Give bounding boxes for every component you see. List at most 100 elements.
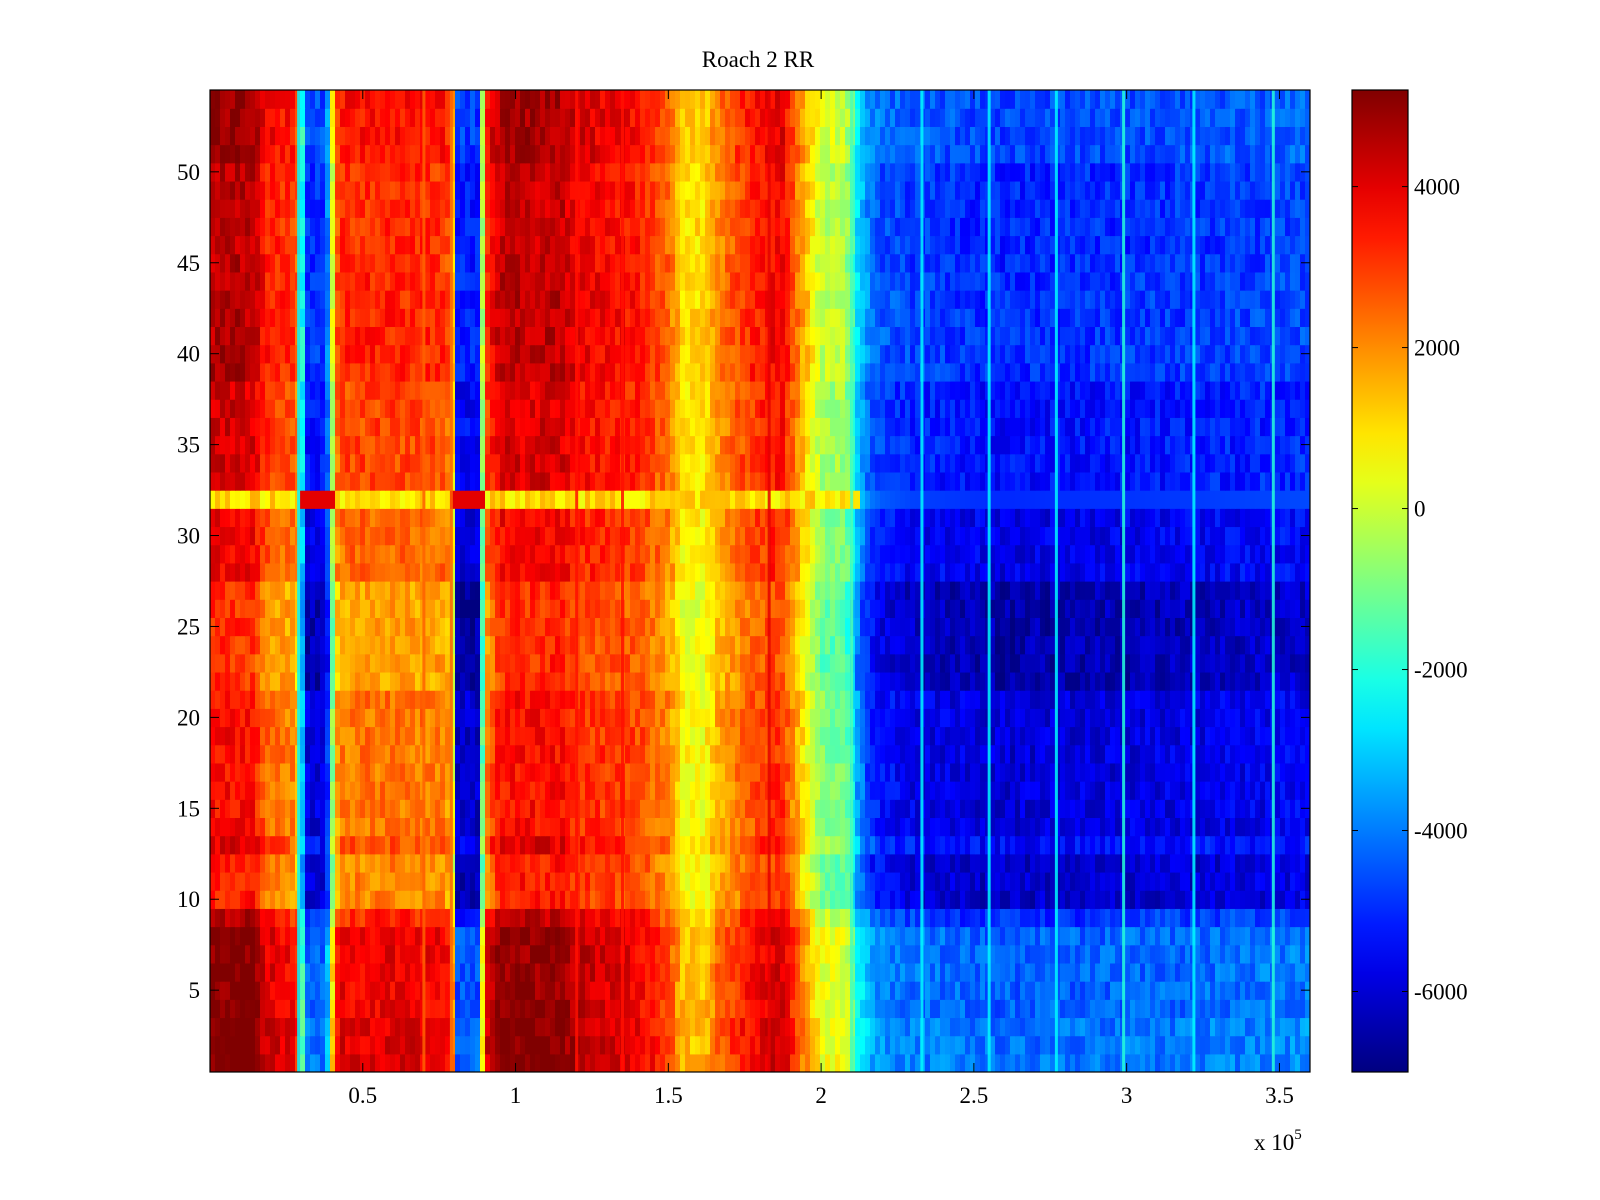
heatmap-cell [410, 799, 416, 819]
heatmap-cell [610, 962, 616, 982]
heatmap-cell [470, 1017, 476, 1037]
heatmap-cell [1240, 744, 1246, 764]
heatmap-cell [1170, 944, 1176, 964]
heatmap-cell [1180, 762, 1186, 782]
heatmap-cell [220, 962, 226, 982]
heatmap-cell [940, 871, 946, 891]
heatmap-cell [910, 908, 916, 928]
heatmap-cell [855, 871, 861, 891]
heatmap-cell [1050, 926, 1056, 946]
heatmap-cell [1145, 835, 1151, 855]
heatmap-cell [830, 744, 836, 764]
heatmap-cell [585, 817, 591, 837]
heatmap-cell [1180, 908, 1186, 928]
heatmap-cell [370, 926, 376, 946]
heatmap-cell [685, 908, 691, 928]
heatmap-cell [375, 762, 381, 782]
heatmap-cell [400, 908, 406, 928]
heatmap-cell [1280, 926, 1286, 946]
heatmap-cell [700, 926, 706, 946]
heatmap-cell [1185, 1017, 1191, 1037]
heatmap-cell [250, 853, 256, 873]
heatmap-cell [725, 708, 731, 728]
heatmap-cell [440, 981, 446, 1000]
heatmap-cell [685, 871, 691, 891]
heatmap-cell [690, 1053, 696, 1072]
heatmap-cell [700, 671, 706, 691]
heatmap-cell [785, 1035, 791, 1055]
heatmap-cell [1030, 781, 1036, 800]
heatmap-cell [865, 871, 871, 891]
heatmap-cell [625, 835, 631, 855]
heatmap-cell [325, 999, 331, 1019]
heatmap-cell [1170, 781, 1176, 800]
heatmap-cell [355, 1035, 361, 1055]
heatmap-cell [265, 690, 271, 709]
heatmap-cell [1170, 690, 1176, 709]
heatmap-cell [540, 1035, 546, 1055]
heatmap-cell [800, 999, 806, 1019]
heatmap-cell [1235, 999, 1241, 1019]
heatmap-cell [300, 671, 306, 691]
heatmap-cell [695, 890, 701, 909]
heatmap-cell [1250, 708, 1256, 728]
heatmap-cell [770, 799, 776, 819]
heatmap-cell [695, 762, 701, 782]
heatmap-cell [235, 944, 241, 964]
heatmap-cell [235, 671, 241, 691]
heatmap-cell [1115, 671, 1121, 691]
heatmap-cell [1000, 762, 1006, 782]
heatmap-cell [960, 690, 966, 709]
heatmap-cell [645, 744, 651, 764]
heatmap-cell [430, 1053, 436, 1072]
heatmap-cell [825, 908, 831, 928]
heatmap-cell [525, 835, 531, 855]
heatmap-cell [1050, 944, 1056, 964]
heatmap-cell [1095, 690, 1101, 709]
heatmap-cell [595, 926, 601, 946]
heatmap-cell [1065, 981, 1071, 1000]
heatmap-cell [660, 799, 666, 819]
heatmap-cell [895, 744, 901, 764]
heatmap-cell [1305, 726, 1310, 746]
heatmap-cell [245, 908, 251, 928]
heatmap-cell [335, 708, 341, 728]
heatmap-cell [895, 817, 901, 837]
heatmap-cell [900, 1053, 906, 1072]
heatmap-cell [300, 890, 306, 909]
heatmap-cell [700, 799, 706, 819]
heatmap-cell [470, 817, 476, 837]
heatmap-cell [1110, 853, 1116, 873]
heatmap-cell [790, 853, 796, 873]
heatmap-cell [1275, 744, 1281, 764]
heatmap-cell [1050, 853, 1056, 873]
heatmap-cell [405, 1017, 411, 1037]
heatmap-cell [640, 871, 646, 891]
heatmap-cell [305, 781, 311, 800]
heatmap-cell [1295, 726, 1301, 746]
heatmap-cell [390, 999, 396, 1019]
heatmap-cell [710, 708, 716, 728]
heatmap-cell [945, 1017, 951, 1037]
heatmap-cell [825, 890, 831, 909]
heatmap-cell [1250, 690, 1256, 709]
heatmap-cell [535, 853, 541, 873]
heatmap-cell [570, 726, 576, 746]
heatmap-cell [500, 835, 506, 855]
heatmap-cell [1015, 999, 1021, 1019]
heatmap-cell [590, 908, 596, 928]
heatmap-cell [570, 653, 576, 673]
heatmap-cell [1165, 890, 1171, 909]
heatmap-cell [955, 744, 961, 764]
heatmap-cell [1235, 1035, 1241, 1055]
heatmap-cell [875, 690, 881, 709]
heatmap-cell [975, 1035, 981, 1055]
heatmap-cell [650, 726, 656, 746]
heatmap-cell [905, 835, 911, 855]
heatmap-cell [875, 871, 881, 891]
heatmap-cell [580, 981, 586, 1000]
heatmap-cell [405, 708, 411, 728]
heatmap-cell [400, 744, 406, 764]
heatmap-cell [970, 926, 976, 946]
heatmap-cell [260, 835, 266, 855]
